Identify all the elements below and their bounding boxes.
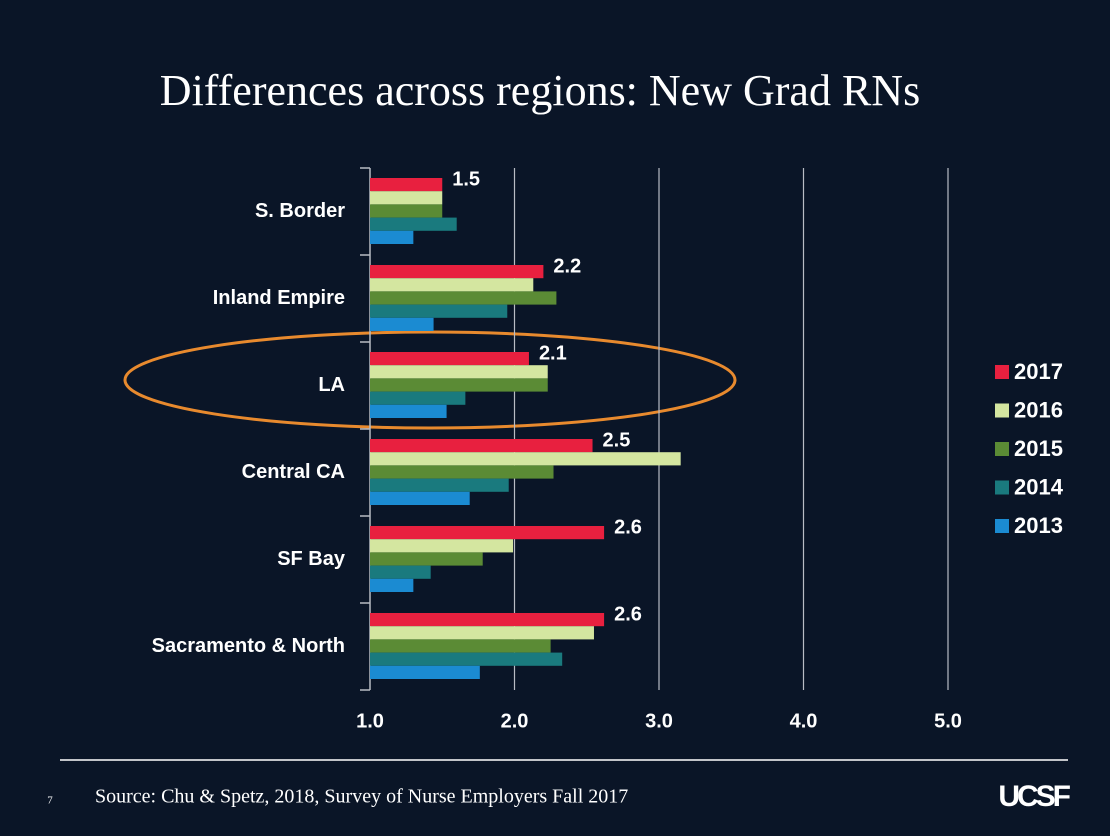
legend-swatch [995, 442, 1009, 456]
bar [370, 539, 514, 553]
bar [370, 626, 594, 640]
data-label: 2.6 [614, 516, 642, 538]
bar [370, 465, 554, 479]
y-tick-label: S. Border [255, 200, 345, 222]
y-tick-label: Central CA [242, 461, 345, 483]
page-number: 7 [47, 795, 53, 807]
bar [370, 352, 529, 366]
bar [370, 552, 483, 566]
bar [370, 565, 431, 579]
bar [370, 639, 551, 653]
x-tick-label: 3.0 [645, 710, 673, 732]
bar [370, 230, 414, 244]
x-tick-label: 5.0 [934, 710, 962, 732]
y-tick-label: SF Bay [277, 548, 346, 570]
bar [370, 404, 447, 418]
data-label: 2.1 [539, 342, 567, 364]
bar [370, 578, 414, 592]
legend-label: 2016 [1014, 397, 1063, 422]
legend-swatch [995, 480, 1009, 495]
legend-swatch [995, 403, 1009, 418]
legend-label: 2017 [1014, 359, 1063, 384]
bar [370, 391, 466, 405]
bar [370, 291, 557, 305]
bar [370, 613, 605, 627]
bar [370, 491, 470, 505]
bar [370, 439, 593, 453]
bar [370, 452, 681, 466]
highlight-ellipse [123, 330, 737, 430]
data-label: 2.6 [614, 603, 642, 625]
logo: UCSF [998, 780, 1070, 813]
y-tick-label: Sacramento & North [152, 635, 345, 657]
bar [370, 278, 534, 292]
bar [370, 265, 544, 279]
source-note: Source: Chu & Spetz, 2018, Survey of Nur… [95, 786, 628, 808]
y-tick-label: Inland Empire [213, 287, 345, 309]
bar [370, 304, 508, 318]
bar [370, 217, 457, 231]
legend-label: 2014 [1014, 474, 1064, 499]
bar [370, 478, 509, 492]
legend-swatch [995, 519, 1009, 533]
bar [370, 317, 434, 331]
bar [370, 178, 443, 192]
chart-title: Differences across regions: New Grad RNs [160, 66, 920, 115]
bar [370, 378, 548, 392]
x-tick-label: 4.0 [790, 710, 818, 732]
x-tick-label: 1.0 [356, 710, 384, 732]
bar [370, 365, 548, 379]
bar [370, 665, 480, 679]
y-tick-label: LA [318, 374, 345, 396]
bar [370, 652, 563, 666]
bar [370, 204, 443, 218]
legend-label: 2013 [1014, 513, 1063, 538]
legend-swatch [995, 365, 1009, 379]
x-tick-label: 2.0 [501, 710, 529, 732]
legend-label: 2015 [1014, 436, 1063, 461]
bar [370, 191, 443, 205]
data-label: 2.2 [553, 255, 581, 277]
data-label: 2.5 [603, 429, 631, 451]
data-label: 1.5 [452, 168, 480, 190]
bar [370, 526, 605, 540]
